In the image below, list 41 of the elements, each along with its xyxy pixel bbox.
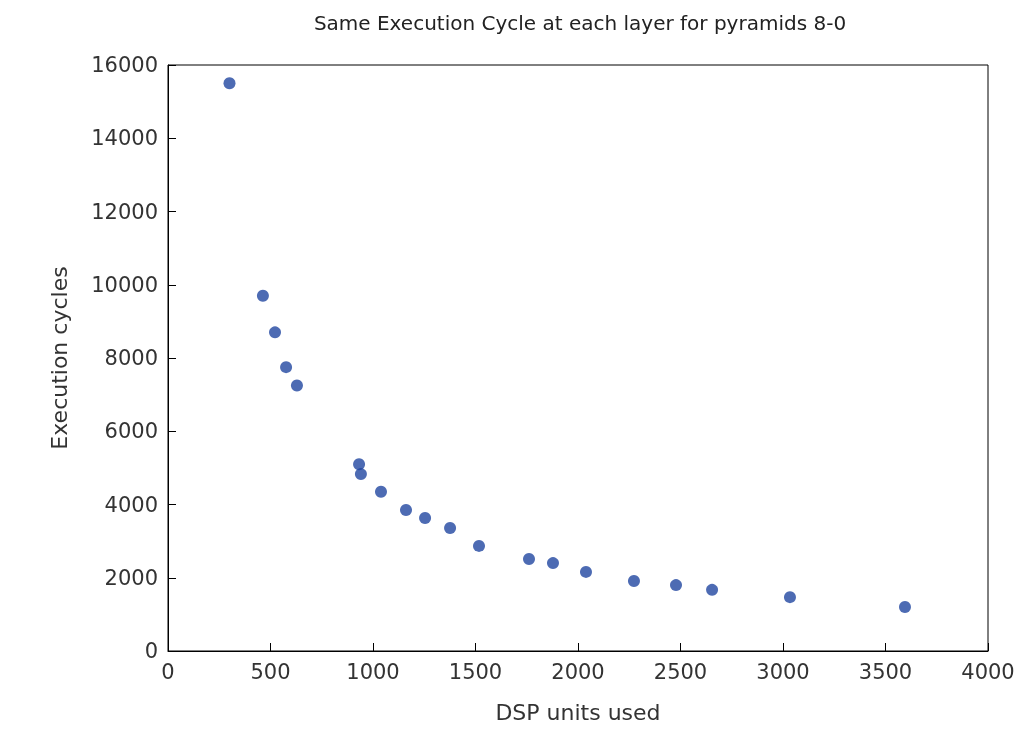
point xyxy=(523,553,536,566)
point xyxy=(444,521,457,534)
x-tick-label: 2000 xyxy=(551,659,605,684)
point xyxy=(375,485,387,498)
point xyxy=(627,575,640,588)
point xyxy=(280,361,293,374)
point xyxy=(898,601,911,614)
y-tick-label: 10000 xyxy=(91,272,158,297)
x-tick-label: 500 xyxy=(250,659,291,684)
x-tick-label: 3000 xyxy=(756,659,810,684)
x-tick-label: 1500 xyxy=(448,659,503,684)
x-tick-label: 1000 xyxy=(346,659,400,684)
x-tick-label: 4000 xyxy=(961,659,1015,684)
y-tick-label: 8000 xyxy=(104,346,158,370)
x-tick-label: 2500 xyxy=(653,659,708,684)
point xyxy=(783,591,796,604)
point xyxy=(400,504,413,516)
y-tick-label: 16000 xyxy=(91,53,158,77)
x-tick-label: 0 xyxy=(161,659,175,684)
chart-title: Same Execution Cycle at each layer for pyramids 8-0 xyxy=(313,11,847,35)
y-tick-label: 6000 xyxy=(104,419,158,444)
point xyxy=(473,539,485,552)
x-axis-title: DSP units used xyxy=(495,699,661,725)
point xyxy=(290,379,303,392)
point xyxy=(354,468,367,481)
y-axis-title: Execution cycles xyxy=(46,266,72,450)
point xyxy=(670,579,682,592)
y-tick-label: 12000 xyxy=(91,199,158,224)
y-tick-label: 0 xyxy=(144,639,158,663)
y-tick-label: 4000 xyxy=(104,492,158,517)
x-tick-label: 3500 xyxy=(858,659,913,684)
point xyxy=(223,77,236,90)
point xyxy=(706,583,719,596)
y-tick-label: 14000 xyxy=(91,126,158,151)
point xyxy=(547,557,559,570)
point xyxy=(580,565,592,578)
point xyxy=(269,326,282,339)
y-tick-label: 2000 xyxy=(104,565,158,590)
point xyxy=(419,512,432,525)
point xyxy=(353,458,366,471)
point xyxy=(256,289,269,302)
